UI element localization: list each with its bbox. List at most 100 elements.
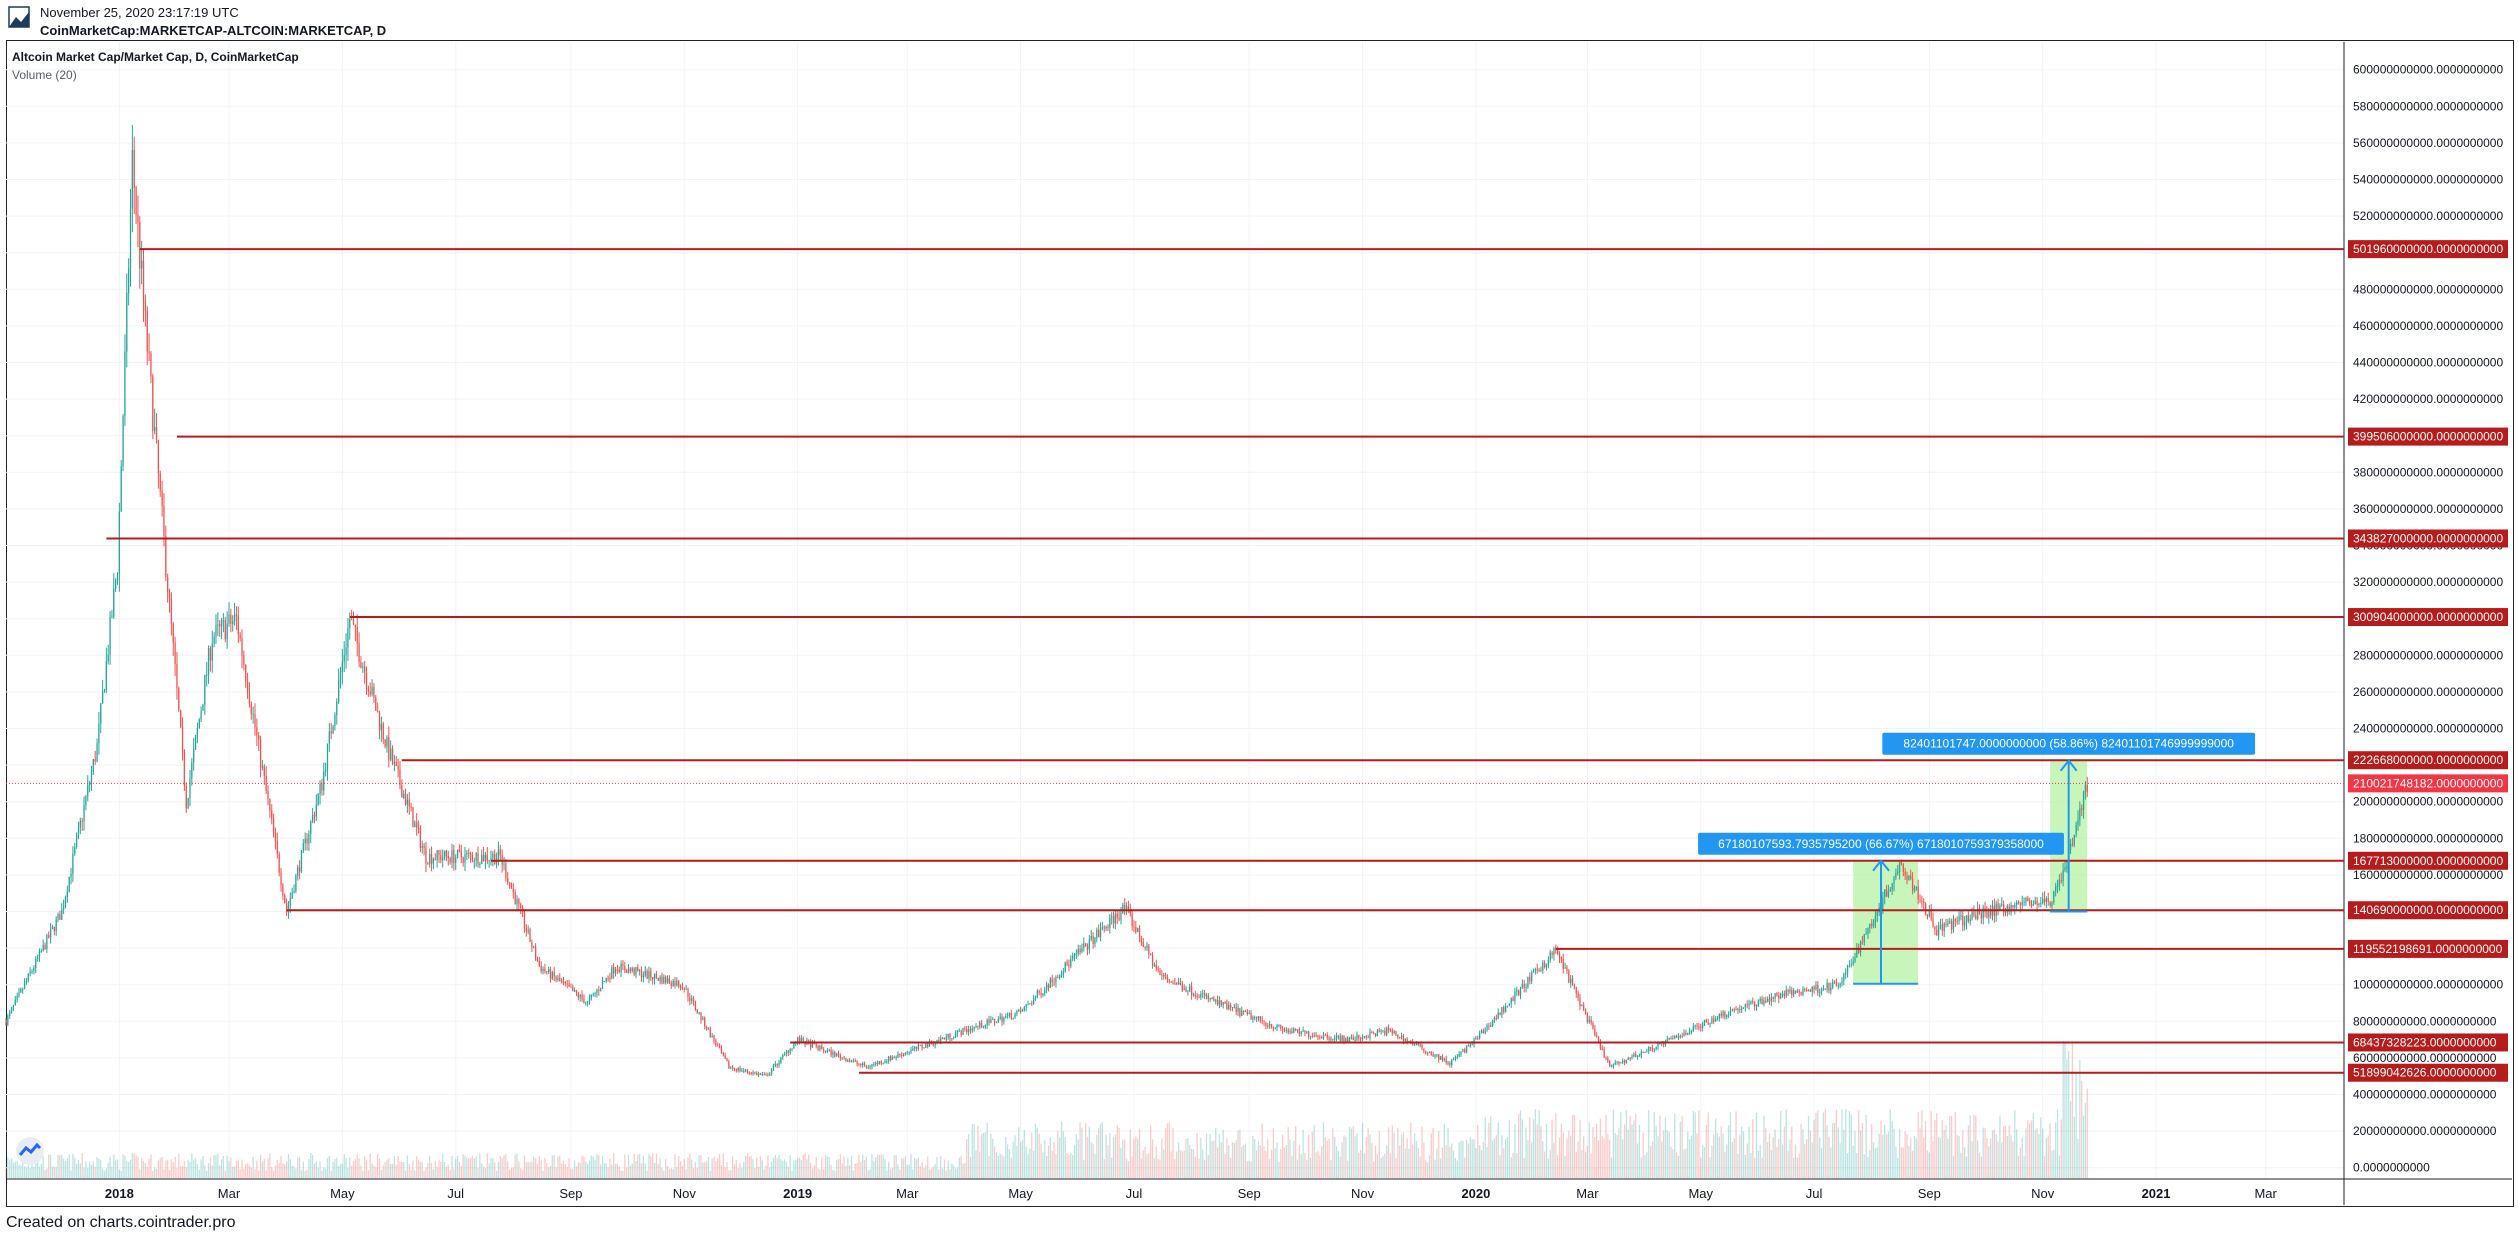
volume-bar <box>1073 1145 1076 1178</box>
volume-bar <box>572 1168 574 1178</box>
candle-body <box>1304 1030 1306 1033</box>
chart-frame[interactable] <box>6 40 2514 1207</box>
volume-bar <box>1973 1114 1975 1178</box>
candle-body <box>711 1035 713 1037</box>
volume-bar <box>888 1161 890 1178</box>
measure-tools[interactable]: 67180107593.7935795200 (66.67%) 67180107… <box>1698 732 2256 985</box>
candle-body <box>421 845 423 848</box>
volume-bar <box>2003 1126 2005 1178</box>
volume-bar <box>468 1158 470 1178</box>
candle-body <box>1766 998 1769 1003</box>
candle-body <box>1898 862 1901 872</box>
candle-body <box>297 867 299 876</box>
candle-body <box>527 929 529 932</box>
volume-bar <box>1157 1159 1159 1178</box>
volume-bar <box>363 1156 366 1178</box>
candle-body <box>243 655 245 665</box>
candle-body <box>1449 1062 1451 1065</box>
candle-body <box>1129 908 1131 915</box>
candle-body <box>1627 1058 1629 1060</box>
time-tick-label: May <box>330 1186 355 1201</box>
volume-bar <box>271 1167 273 1178</box>
volume-bar <box>1393 1132 1395 1178</box>
volume-bar <box>1770 1150 1773 1178</box>
candle-body <box>767 1074 769 1076</box>
volume-bar <box>1486 1146 1488 1178</box>
volume-bar <box>590 1155 593 1178</box>
volume-bar <box>1465 1139 1468 1178</box>
candle-body <box>442 857 444 861</box>
price-tick-label: 40000000000.0000000000 <box>2353 1088 2497 1102</box>
candle-body <box>1109 917 1111 928</box>
candle-body <box>1163 974 1165 977</box>
volume-bar <box>756 1157 758 1178</box>
candle-body <box>601 981 604 989</box>
volume-bar <box>1330 1160 1332 1178</box>
candle-body <box>265 776 267 791</box>
volume-bar <box>763 1169 765 1178</box>
volume-bar <box>2016 1129 2018 1178</box>
volume-bar <box>2049 1123 2051 1178</box>
candle-body <box>826 1050 829 1052</box>
candle-body <box>613 967 615 974</box>
horizontal-levels[interactable] <box>6 248 2344 1074</box>
volume-bar <box>72 1153 74 1178</box>
candle-body <box>1919 899 1921 901</box>
volume-bar <box>1506 1136 1509 1178</box>
volume-bar <box>1278 1161 1280 1178</box>
volume-bar <box>856 1162 858 1178</box>
volume-bar <box>1376 1154 1379 1178</box>
candle-body <box>70 873 72 877</box>
volume-bar <box>2071 1042 2074 1178</box>
volume-bar <box>1995 1134 1997 1178</box>
volume-bar <box>722 1153 724 1178</box>
volume-bar <box>1371 1142 1373 1178</box>
volume-bar <box>399 1161 401 1178</box>
volume-bar <box>804 1153 806 1178</box>
candle-body <box>564 981 566 984</box>
volume-bar <box>416 1156 418 1178</box>
candle-body <box>1620 1062 1622 1064</box>
candle-body <box>434 859 436 861</box>
volume-bar <box>1631 1124 1633 1178</box>
volume-bar <box>1163 1149 1165 1178</box>
volume-bar <box>789 1155 791 1178</box>
candle-body <box>1051 978 1053 983</box>
candle-body <box>139 222 141 269</box>
candle-body <box>425 847 427 864</box>
candle-body <box>627 968 630 974</box>
volume-bar <box>1692 1110 1694 1178</box>
candle-body <box>245 664 247 682</box>
candle-body <box>1863 934 1865 943</box>
volume-bar <box>726 1162 728 1178</box>
volume-bar <box>1748 1126 1750 1178</box>
volume-bar <box>1584 1151 1587 1178</box>
candle-body <box>163 506 165 536</box>
volume-bar <box>2086 1088 2088 1178</box>
volume-bar <box>1859 1130 1862 1178</box>
volume-bar <box>1079 1122 1081 1178</box>
candle-body <box>614 969 617 974</box>
volume-bar <box>1766 1142 1769 1178</box>
volume-bar <box>404 1170 407 1178</box>
volume-bar <box>2084 1103 2087 1178</box>
volume-bar <box>233 1166 236 1178</box>
candle-body <box>1573 985 1576 988</box>
volume-bar <box>206 1170 208 1178</box>
volume-bar <box>715 1161 717 1178</box>
volume-bar <box>1806 1139 1808 1178</box>
candle-body <box>2079 808 2081 820</box>
candle-body <box>733 1068 736 1070</box>
time-axis[interactable]: 2018 Mar May Jul Sep Nov 2019 Mar May Jul Sep Nov 20… <box>105 1186 2278 1201</box>
volume-bar <box>1655 1125 1657 1178</box>
volume-bar <box>652 1153 654 1178</box>
volume-bar <box>889 1168 892 1178</box>
volume-bar <box>919 1166 921 1178</box>
volume-bar <box>1075 1134 1078 1178</box>
candle-body <box>1726 1015 1728 1017</box>
candle-body <box>549 968 552 979</box>
candle-body <box>2047 898 2049 902</box>
candle-body <box>53 926 55 932</box>
volume-bar <box>494 1162 496 1178</box>
